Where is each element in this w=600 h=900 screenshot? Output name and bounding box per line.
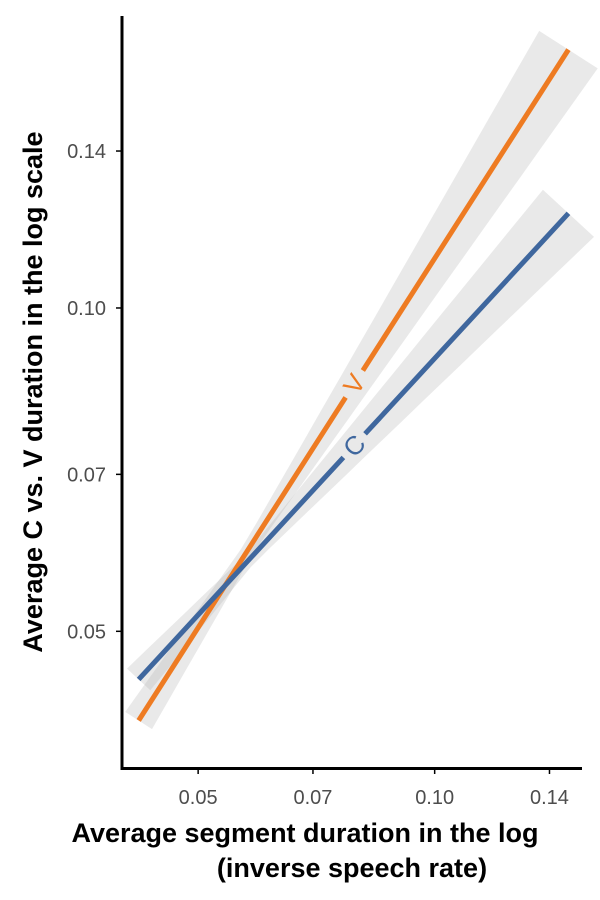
x-tick-label: 0.10 (415, 787, 454, 809)
y-tick-label: 0.14 (67, 141, 106, 163)
y-tick-label: 0.07 (67, 464, 106, 486)
x-tick-label: 0.14 (530, 787, 569, 809)
y-tick-label: 0.10 (67, 298, 106, 320)
x-tick-label: 0.05 (179, 787, 218, 809)
y-tick-label: 0.05 (67, 621, 106, 643)
x-axis-title-line2: (inverse speech rate) (217, 853, 487, 883)
y-axis-title: Average C vs. V duration in the log scal… (18, 131, 48, 652)
series-line-c-upper (363, 211, 571, 436)
series-lines (136, 48, 571, 722)
x-tick-label: 0.07 (293, 787, 332, 809)
axis-ticks: 0.05 0.07 0.10 0.14 0.05 0.07 0.10 0.14 (67, 141, 569, 809)
x-axis-title: Average segment duration in the log (71, 818, 538, 848)
series-line-c-lower (136, 455, 346, 682)
series-line-v-upper (360, 48, 571, 372)
series-line-v-lower (136, 396, 348, 722)
